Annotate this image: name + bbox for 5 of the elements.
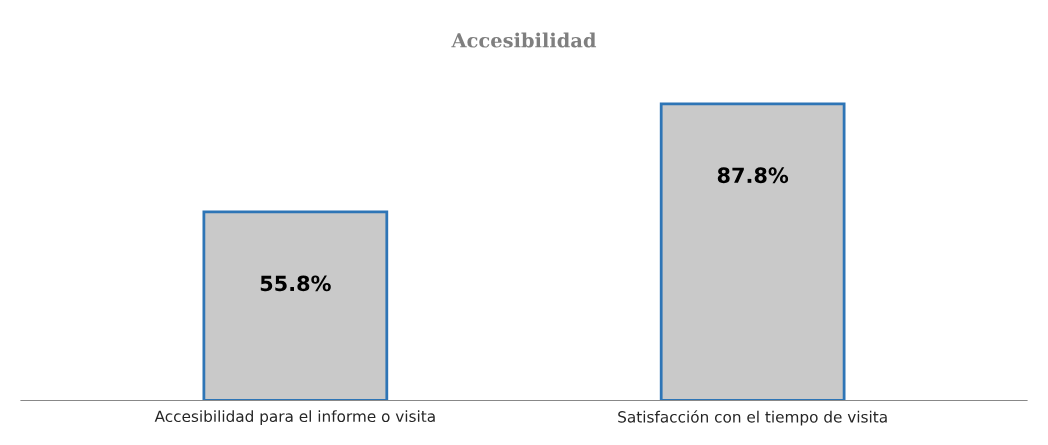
chart-title: Accesibilidad [451, 32, 597, 48]
x-tick-label: Accesibilidad para el informe o visita [154, 410, 435, 426]
x-tick-label: Satisfacción con el tiempo de visita [618, 410, 887, 426]
data-label: 87.8% [717, 167, 789, 184]
data-label: 55.8% [260, 275, 331, 292]
